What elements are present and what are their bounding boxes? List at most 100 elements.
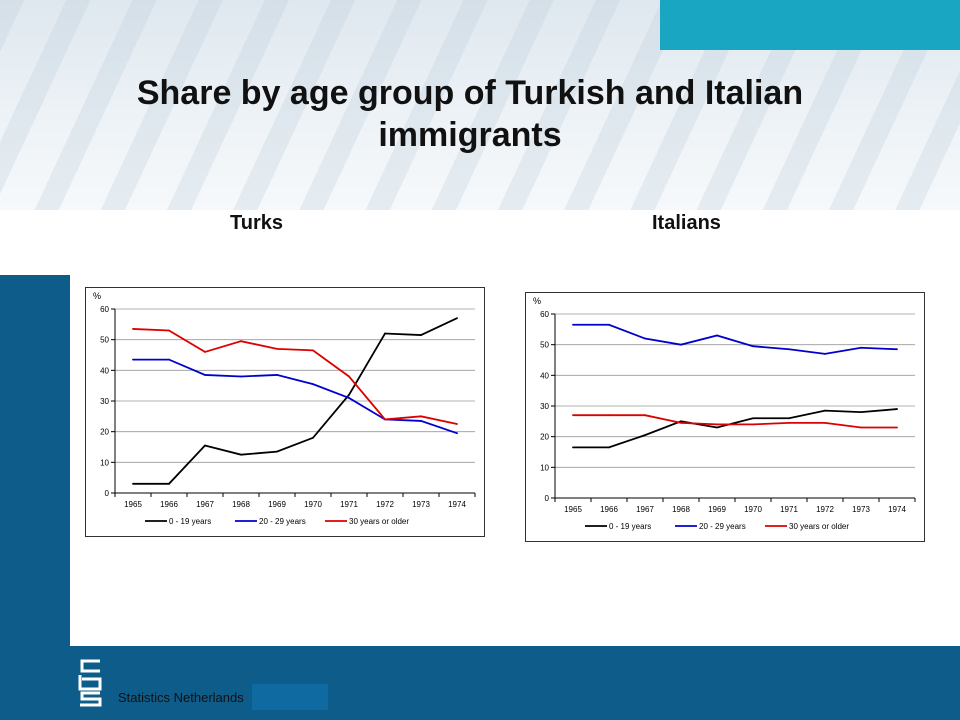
- data-point: [644, 434, 646, 437]
- data-point: [680, 420, 682, 423]
- data-point: [608, 414, 610, 417]
- x-tick-label: 1966: [600, 505, 618, 514]
- top-accent-bar: [660, 0, 960, 50]
- x-tick-label: 1967: [636, 505, 654, 514]
- legend-label: 30 years or older: [789, 522, 849, 531]
- data-point: [312, 436, 314, 439]
- data-point: [752, 417, 754, 420]
- data-point: [608, 323, 610, 326]
- y-tick-label: 10: [100, 458, 109, 467]
- chart-frame: [525, 292, 925, 542]
- series-line: [573, 323, 898, 355]
- y-tick-label: 60: [100, 305, 109, 314]
- footer-box: [252, 684, 328, 710]
- x-tick-label: 1968: [672, 505, 690, 514]
- x-tick-label: 1971: [340, 500, 358, 509]
- data-point: [456, 432, 458, 435]
- data-point: [860, 426, 862, 429]
- x-tick-label: 1971: [780, 505, 798, 514]
- x-tick-label: 1965: [564, 505, 582, 514]
- data-point: [716, 426, 718, 429]
- data-point: [204, 351, 206, 353]
- y-axis-label: %: [93, 291, 101, 301]
- y-tick-label: 20: [540, 433, 549, 442]
- data-point: [644, 337, 646, 340]
- data-point: [276, 347, 278, 350]
- data-point: [132, 358, 134, 361]
- data-point: [456, 317, 458, 320]
- data-point: [824, 421, 826, 424]
- x-tick-label: 1969: [708, 505, 726, 514]
- legend-label: 30 years or older: [349, 517, 409, 526]
- footer-org: Statistics Netherlands: [118, 690, 244, 705]
- data-point: [168, 329, 170, 332]
- slide-title: Share by age group of Turkish and Italia…: [136, 74, 804, 154]
- data-point: [456, 423, 458, 425]
- x-tick-label: 1965: [124, 500, 142, 509]
- data-point: [896, 426, 898, 429]
- data-point: [824, 352, 826, 355]
- data-point: [824, 409, 826, 412]
- series-line: [573, 414, 897, 429]
- legend-label: 0 - 19 years: [169, 517, 211, 526]
- x-tick-label: 1970: [744, 505, 762, 514]
- data-point: [788, 417, 790, 420]
- data-point: [348, 375, 350, 378]
- x-tick-label: 1966: [160, 500, 178, 509]
- y-tick-label: 40: [540, 371, 549, 380]
- data-point: [752, 423, 754, 426]
- x-tick-label: 1972: [376, 500, 394, 509]
- chart-title-turks: Turks: [230, 212, 283, 234]
- y-tick-label: 50: [540, 341, 549, 350]
- data-point: [860, 346, 862, 349]
- x-tick-label: 1974: [448, 500, 466, 509]
- italians-line-chart: 0 10 20 30 40 50 60% 1965 1966 1967 1968 1969 1970 19…: [525, 292, 925, 542]
- y-tick-label: 30: [100, 397, 109, 406]
- y-tick-label: 50: [100, 336, 109, 345]
- y-tick-label: 30: [540, 402, 549, 411]
- data-point: [240, 340, 242, 343]
- data-point: [276, 450, 278, 453]
- data-point: [240, 375, 242, 378]
- x-tick-label: 1973: [852, 505, 870, 514]
- legend-label: 0 - 19 years: [609, 522, 651, 531]
- data-point: [384, 332, 386, 335]
- series-line: [133, 317, 458, 485]
- data-point: [420, 415, 422, 418]
- data-point: [420, 420, 422, 422]
- y-tick-label: 0: [105, 489, 110, 498]
- data-point: [132, 482, 134, 485]
- y-axis-label: %: [533, 296, 541, 306]
- legend-label: 20 - 29 years: [699, 522, 746, 531]
- x-tick-label: 1967: [196, 500, 214, 509]
- data-point: [204, 444, 206, 447]
- legend-label: 20 - 29 years: [259, 517, 306, 526]
- series-line: [132, 328, 458, 425]
- x-tick-label: 1968: [232, 500, 250, 509]
- data-point: [384, 418, 386, 421]
- chart-title-italians: Italians: [652, 212, 721, 234]
- data-point: [644, 414, 646, 417]
- data-point: [348, 397, 350, 399]
- series-line: [573, 408, 898, 449]
- data-point: [680, 343, 682, 346]
- bottom-band: [0, 646, 960, 720]
- data-point: [860, 411, 862, 414]
- data-point: [608, 446, 610, 449]
- data-point: [788, 421, 790, 424]
- y-tick-label: 0: [545, 494, 550, 503]
- x-tick-label: 1973: [412, 500, 430, 509]
- data-point: [348, 393, 350, 396]
- series-line: [133, 358, 458, 435]
- turks-line-chart: 0 10 20 30 40 50 60% 1965 1966 1967 1968 1969 1970 19…: [85, 287, 485, 537]
- data-point: [420, 334, 422, 336]
- data-point: [716, 334, 718, 337]
- data-point: [312, 383, 314, 386]
- y-tick-label: 60: [540, 310, 549, 319]
- y-tick-label: 40: [100, 366, 109, 375]
- y-tick-label: 10: [540, 463, 549, 472]
- data-point: [788, 348, 790, 351]
- data-point: [716, 423, 718, 426]
- x-tick-label: 1972: [816, 505, 834, 514]
- data-point: [204, 374, 206, 376]
